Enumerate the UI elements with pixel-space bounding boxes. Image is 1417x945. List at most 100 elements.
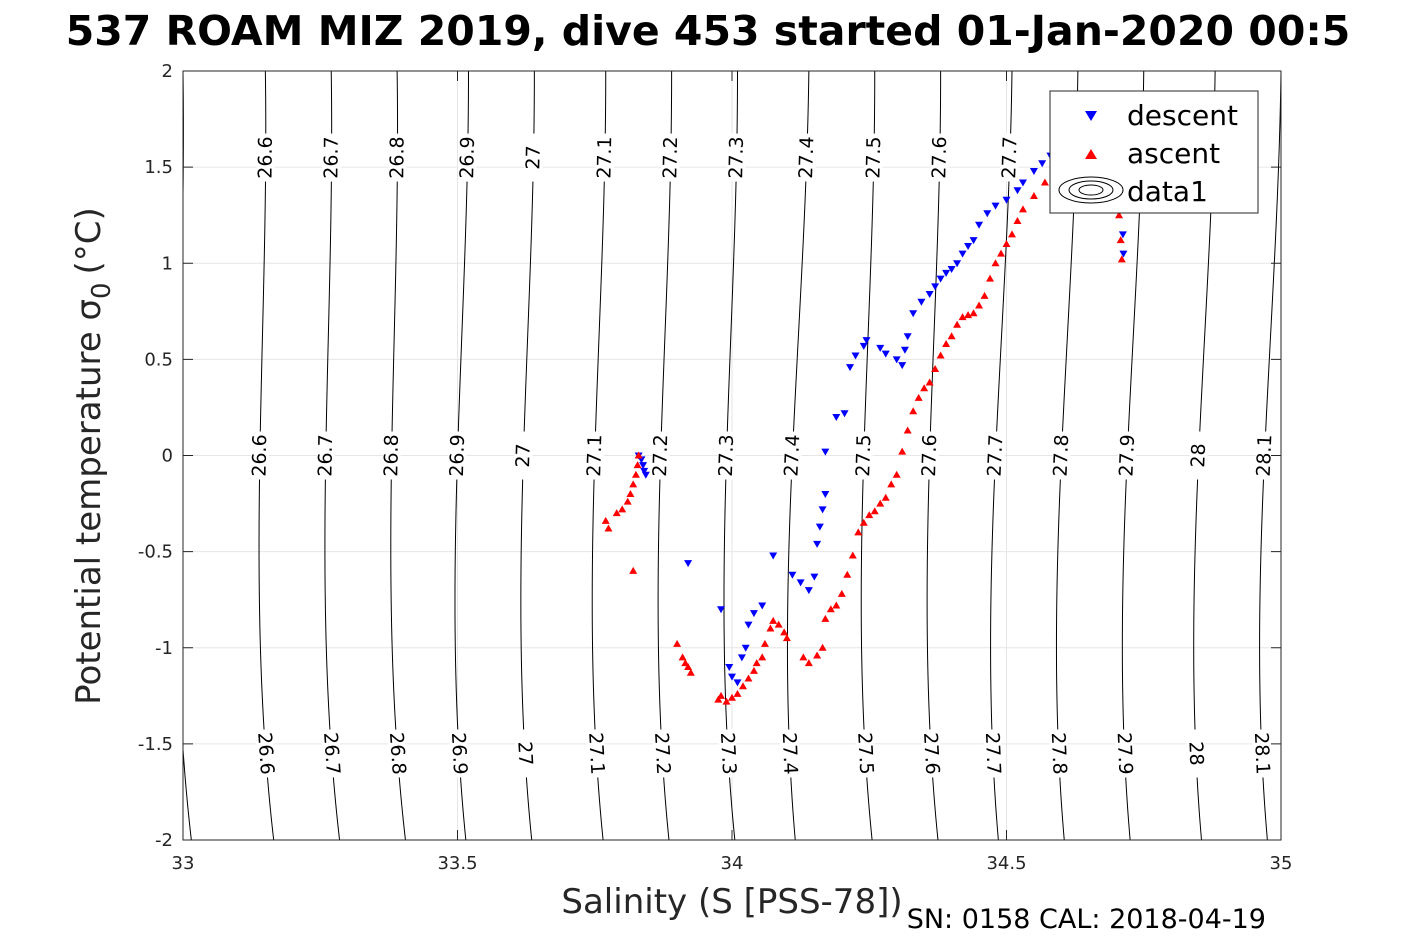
- y-tick-label: 2: [162, 61, 173, 82]
- descent-point: [1038, 160, 1047, 168]
- descent-point: [741, 644, 750, 652]
- ascent-point: [780, 628, 789, 636]
- contour-label: 27.7: [981, 732, 1005, 775]
- y-tick-label: 0.5: [144, 349, 173, 370]
- descent-point: [942, 269, 951, 277]
- ascent-point: [936, 351, 945, 359]
- ascent-point: [1117, 255, 1126, 263]
- x-tick-label: 33.5: [437, 853, 477, 874]
- ascent-point: [826, 605, 835, 613]
- ascent-point: [920, 384, 929, 392]
- x-tick-label: 34.5: [986, 853, 1026, 874]
- ascent-point: [980, 291, 989, 299]
- chart-title: 537 ROAM MIZ 2019, dive 453 started 01-J…: [66, 7, 1351, 55]
- contour-label-gap: [1048, 729, 1069, 778]
- contour-label: 27.4: [795, 136, 818, 179]
- contour-label: 27.2: [650, 732, 674, 776]
- ascent-point: [612, 509, 621, 517]
- svg-text:Potential temperature σ0(°C): Potential temperature σ0 (°C): [69, 207, 117, 705]
- ascent-point: [887, 480, 896, 488]
- y-tick-label: 1.5: [144, 157, 173, 178]
- contour-label: 26.8: [386, 136, 408, 178]
- contour-label: 27.7: [998, 136, 1021, 179]
- ascent-point: [953, 320, 962, 328]
- ascent-point: [774, 620, 783, 628]
- ascent-point: [760, 639, 769, 647]
- contour-label: 28: [1184, 741, 1207, 766]
- descent-point: [1013, 187, 1022, 195]
- contour-label-gap: [523, 133, 543, 182]
- descent-point: [909, 310, 918, 318]
- contour-label: 27.3: [725, 136, 748, 179]
- y-tick-label: -2: [155, 830, 173, 851]
- legend: descent ascent data1: [1049, 90, 1259, 214]
- contour-label: 26.8: [380, 434, 403, 477]
- contour-label-gap: [854, 431, 874, 480]
- contour-label: 27.8: [1049, 434, 1073, 477]
- contour-label-gap: [458, 133, 478, 182]
- ascent-point: [818, 643, 827, 651]
- ascent-point: [1013, 216, 1022, 224]
- descent-point: [744, 621, 753, 629]
- contour-label-gap: [982, 729, 1003, 778]
- y-tick-label: 0: [162, 446, 173, 467]
- descent-point: [733, 679, 742, 687]
- ascent-point: [629, 480, 638, 488]
- contour-label: 28.1: [1253, 434, 1277, 477]
- descent-point: [903, 333, 912, 341]
- contour-label-gap: [316, 431, 336, 480]
- descent-point: [881, 350, 890, 358]
- ascent-point: [714, 695, 723, 703]
- legend-box: [1049, 90, 1259, 214]
- ascent-point: [633, 461, 642, 469]
- ascent-point: [881, 493, 890, 501]
- contour-label: 26.9: [447, 732, 471, 776]
- y-axis-label: Potential temperature σ0 (°C): [69, 207, 117, 705]
- contour-label-gap: [585, 431, 605, 480]
- descent-point: [788, 571, 797, 579]
- contour-label-gap: [985, 431, 1006, 480]
- ascent-point: [898, 447, 907, 455]
- contour-label: 28.1: [1250, 732, 1274, 775]
- contour-label: 27: [522, 145, 544, 170]
- ascent-point: [604, 524, 613, 532]
- descent-point: [1119, 250, 1128, 258]
- axis-ticks: 33 33.5 34 34.5 35 -2 -1.5 -1 -0.5 0 0.5 1 1.5 2: [138, 61, 1293, 874]
- descent-point: [1029, 167, 1038, 175]
- descent-point: [832, 414, 841, 422]
- contour-label-gap: [1114, 729, 1135, 778]
- ascent-point: [997, 249, 1006, 257]
- ascent-point: [618, 505, 627, 513]
- ascent-point: [623, 497, 632, 505]
- contour-label: 28: [1187, 443, 1210, 468]
- descent-point: [1002, 196, 1011, 204]
- descent-point: [917, 298, 926, 306]
- descent-point: [983, 210, 992, 218]
- descent-point: [947, 266, 956, 274]
- contour-label: 27: [513, 741, 536, 766]
- contour-label: 27.5: [862, 136, 885, 179]
- descent-point: [931, 283, 940, 291]
- descent-point: [840, 410, 849, 418]
- ascent-point: [728, 693, 736, 701]
- contour-label: 27.5: [853, 732, 877, 776]
- contour-label-gap: [382, 431, 402, 480]
- contour-label-gap: [513, 431, 534, 480]
- contour-label-gap: [585, 729, 607, 778]
- ascent-point: [749, 666, 758, 674]
- ascent-point: [947, 332, 956, 340]
- legend-contour-icon: [1058, 176, 1124, 204]
- descent-point: [953, 260, 962, 268]
- contour-label-gap: [1051, 431, 1072, 480]
- y-tick-label: -0.5: [138, 542, 173, 563]
- ascent-point: [601, 516, 610, 524]
- ascent-point: [865, 511, 874, 519]
- contour-label: 27.2: [659, 136, 682, 179]
- descent-point: [758, 602, 767, 610]
- descent-point: [737, 654, 746, 662]
- contour-label-gap: [796, 133, 817, 182]
- x-tick-label: 33: [172, 853, 195, 874]
- ascent-point: [964, 311, 973, 319]
- descent-point: [818, 506, 827, 514]
- legend-ascent-label: ascent: [1127, 137, 1220, 170]
